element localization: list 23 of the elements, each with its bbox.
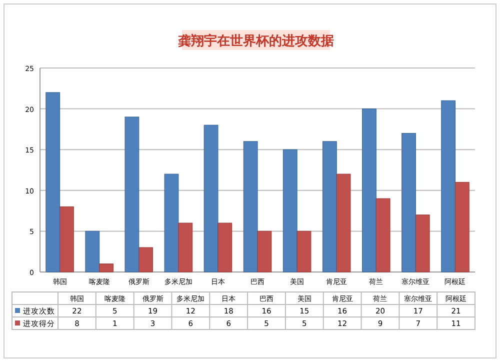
bar — [204, 124, 218, 272]
bar — [376, 198, 390, 272]
bar — [85, 230, 100, 272]
bar — [164, 174, 179, 272]
bar — [402, 132, 416, 272]
bar — [99, 264, 114, 272]
bar — [441, 100, 456, 272]
bar — [322, 141, 337, 272]
bar — [296, 230, 312, 272]
bar — [454, 182, 470, 272]
bar — [138, 247, 154, 272]
bar — [218, 222, 232, 272]
chart-title: 龚翔宇在世界杯的进攻数据 — [178, 33, 334, 49]
bar — [124, 116, 140, 272]
bar — [243, 141, 258, 272]
bar — [362, 108, 376, 272]
bar — [257, 230, 272, 272]
bar — [59, 206, 74, 272]
bar — [336, 174, 351, 272]
bar — [282, 149, 298, 272]
bar — [178, 222, 193, 272]
bar — [415, 214, 430, 272]
bar — [46, 92, 60, 272]
